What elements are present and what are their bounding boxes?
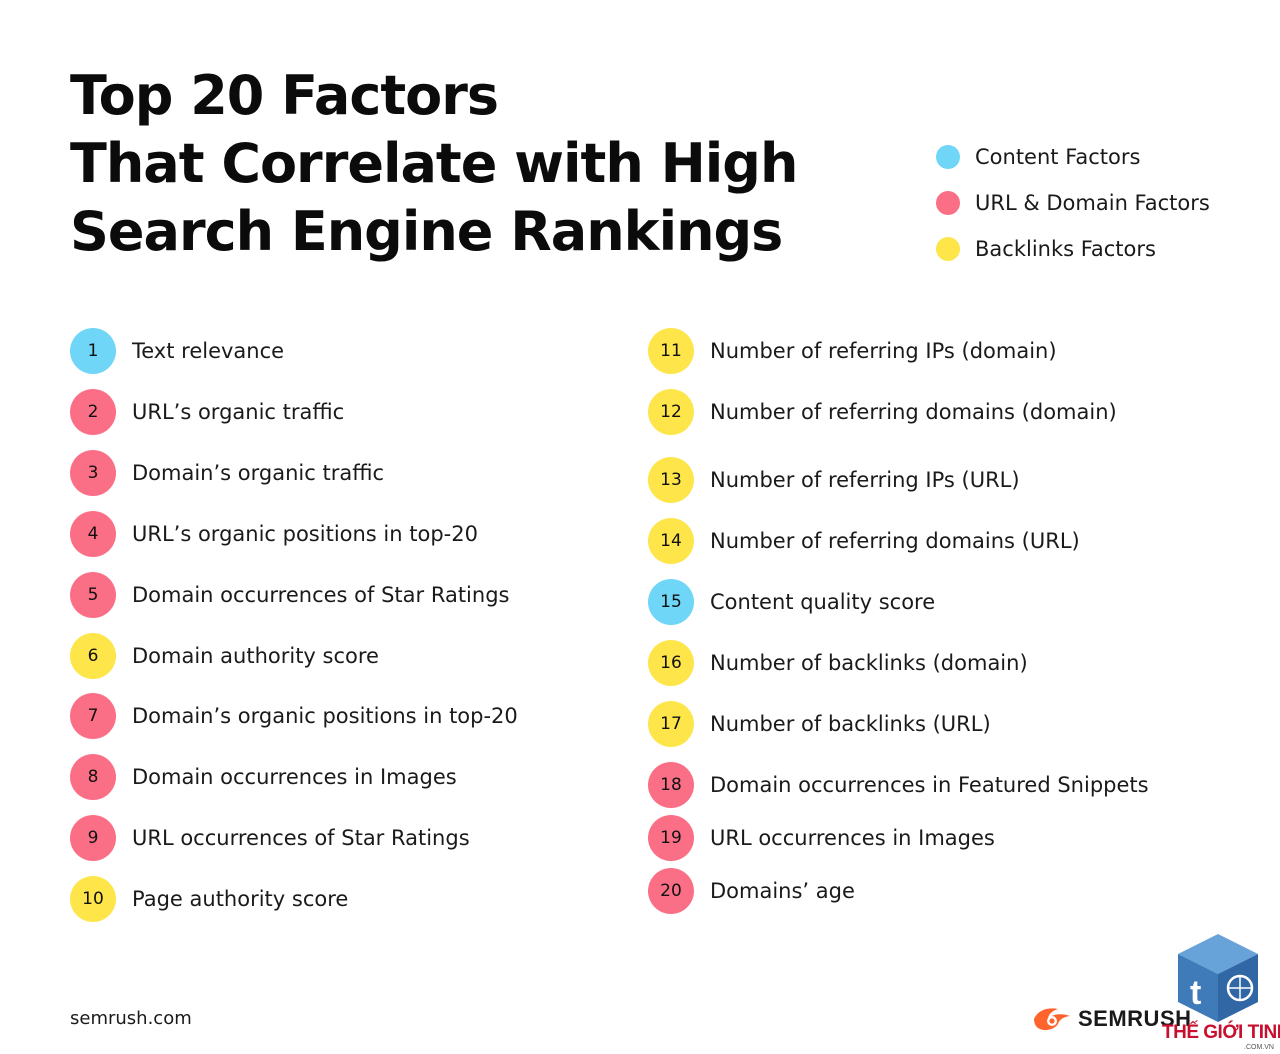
rank-badge: 3 (70, 450, 116, 496)
title-line-2: That Correlate with High (70, 132, 798, 195)
semrush-wordmark: SEMRUSH (1078, 1006, 1192, 1031)
factor-item: 19 URL occurrences in Images (648, 815, 995, 861)
rank-badge: 13 (648, 457, 694, 503)
legend: Content Factors URL & Domain Factors Bac… (936, 134, 1210, 272)
factor-label: Page authority score (132, 887, 349, 911)
rank-badge: 15 (648, 579, 694, 625)
svg-text:t: t (1190, 974, 1201, 1012)
factor-item: 5 Domain occurrences of Star Ratings (70, 572, 509, 618)
rank-badge: 8 (70, 754, 116, 800)
semrush-logo: SEMRUSH (1032, 1006, 1192, 1032)
factor-item: 20 Domains’ age (648, 868, 855, 914)
factor-item: 9 URL occurrences of Star Ratings (70, 815, 470, 861)
factor-item: 3 Domain’s organic traffic (70, 450, 384, 496)
factor-label: Number of backlinks (domain) (710, 651, 1028, 675)
factor-item: 10 Page authority score (70, 876, 348, 922)
factor-label: Domain’s organic traffic (132, 461, 385, 485)
factor-label: Domain occurrences in Featured Snippets (710, 773, 1149, 797)
factor-item: 2 URL’s organic traffic (70, 389, 344, 435)
factor-label: Domain’s organic positions in top-20 (132, 704, 518, 728)
factor-item: 13 Number of referring IPs (URL) (648, 457, 1020, 503)
legend-item-backlinks: Backlinks Factors (936, 226, 1210, 272)
watermark-cube-icon: t (1178, 934, 1258, 1022)
legend-dot-icon (936, 237, 960, 261)
rank-badge: 14 (648, 518, 694, 564)
rank-badge: 1 (70, 328, 116, 374)
watermark-text: THẾ GIỚI TINHỌC (1162, 1022, 1280, 1043)
factor-item: 11 Number of referring IPs (domain) (648, 328, 1057, 374)
factor-label: Number of referring IPs (domain) (710, 339, 1057, 363)
factor-label: Content quality score (710, 590, 936, 614)
legend-dot-icon (936, 191, 960, 215)
factor-item: 12 Number of referring domains (domain) (648, 389, 1117, 435)
factor-label: Domains’ age (710, 879, 855, 903)
legend-item-url-domain: URL & Domain Factors (936, 180, 1210, 226)
factor-item: 6 Domain authority score (70, 633, 379, 679)
factor-item: 18 Domain occurrences in Featured Snippe… (648, 762, 1149, 808)
rank-badge: 9 (70, 815, 116, 861)
factor-label: URL occurrences of Star Ratings (132, 826, 470, 850)
factor-label: Number of referring domains (URL) (710, 529, 1080, 553)
semrush-flame-icon (1034, 1008, 1070, 1031)
rank-badge: 6 (70, 633, 116, 679)
rank-badge: 5 (70, 572, 116, 618)
factor-item: 14 Number of referring domains (URL) (648, 518, 1080, 564)
factor-label: Number of referring domains (domain) (710, 400, 1117, 424)
factor-item: 15 Content quality score (648, 579, 935, 625)
legend-label: Backlinks Factors (975, 237, 1156, 261)
factor-item: 4 URL’s organic positions in top-20 (70, 511, 478, 557)
factor-label: Domain authority score (132, 644, 379, 668)
rank-badge: 20 (648, 868, 694, 914)
factor-label: Text relevance (132, 339, 285, 363)
factor-label: Domain occurrences in Images (132, 765, 457, 789)
rank-badge: 12 (648, 389, 694, 435)
rank-badge: 17 (648, 701, 694, 747)
factor-label: Number of backlinks (URL) (710, 712, 991, 736)
factor-item: 17 Number of backlinks (URL) (648, 701, 991, 747)
legend-item-content: Content Factors (936, 134, 1210, 180)
rank-badge: 11 (648, 328, 694, 374)
factor-item: 7 Domain’s organic positions in top-20 (70, 693, 518, 739)
rank-badge: 18 (648, 762, 694, 808)
footer-site-link[interactable]: semrush.com (70, 1008, 192, 1029)
factor-item: 16 Number of backlinks (domain) (648, 640, 1028, 686)
rank-badge: 16 (648, 640, 694, 686)
watermark-subtext: .COM.VN (1244, 1044, 1274, 1051)
rank-badge: 4 (70, 511, 116, 557)
factor-label: URL occurrences in Images (710, 826, 995, 850)
rank-badge: 19 (648, 815, 694, 861)
legend-dot-icon (936, 145, 960, 169)
rank-badge: 10 (70, 876, 116, 922)
rank-badge: 2 (70, 389, 116, 435)
factor-item: 8 Domain occurrences in Images (70, 754, 457, 800)
page-title: Top 20 Factors That Correlate with High … (70, 62, 798, 266)
rank-badge: 7 (70, 693, 116, 739)
legend-label: URL & Domain Factors (975, 191, 1210, 215)
factor-label: Number of referring IPs (URL) (710, 468, 1020, 492)
factor-label: URL’s organic positions in top-20 (132, 522, 478, 546)
title-line-3: Search Engine Rankings (70, 200, 783, 263)
factor-item: 1 Text relevance (70, 328, 284, 374)
title-line-1: Top 20 Factors (70, 64, 499, 127)
legend-label: Content Factors (975, 145, 1141, 169)
factor-label: URL’s organic traffic (132, 400, 345, 424)
factor-label: Domain occurrences of Star Ratings (132, 583, 510, 607)
